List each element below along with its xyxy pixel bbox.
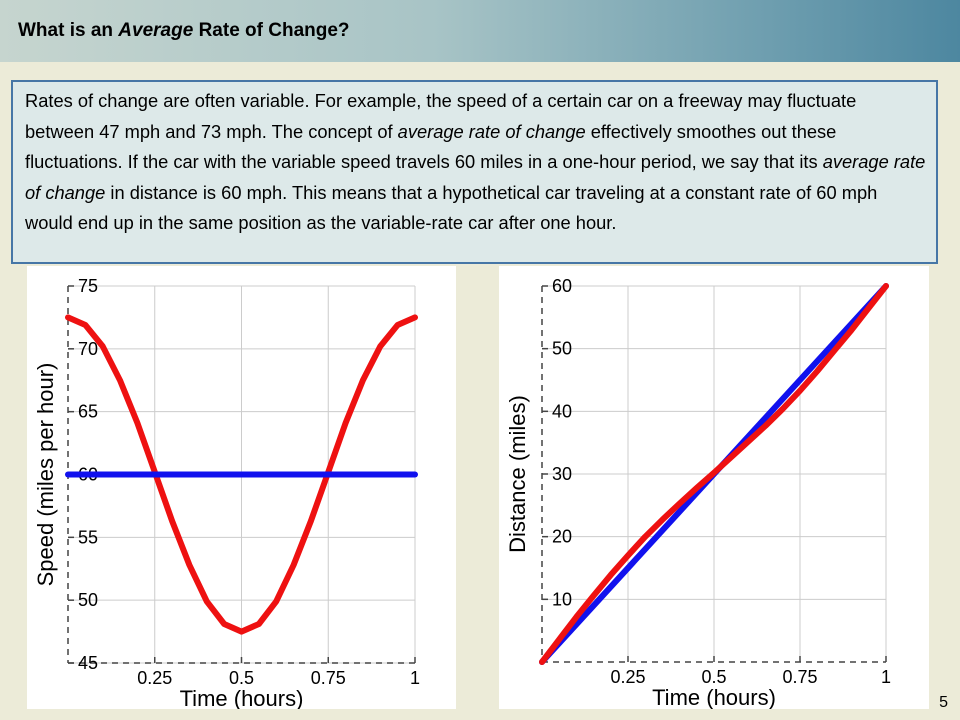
y-tick-label: 45 xyxy=(78,653,98,673)
x-tick-label: 0.75 xyxy=(782,667,817,687)
y-tick-label: 50 xyxy=(552,339,572,359)
y-tick-label: 30 xyxy=(552,464,572,484)
x-axis-label: Time (hours) xyxy=(652,685,776,709)
page-number: 5 xyxy=(939,694,948,711)
y-axis-label: Distance (miles) xyxy=(505,395,530,553)
y-axis-label: Speed (miles per hour) xyxy=(33,363,58,587)
y-tick-label: 20 xyxy=(552,527,572,547)
y-tick-label: 75 xyxy=(78,276,98,296)
y-tick-label: 10 xyxy=(552,589,572,609)
distance-chart: 10 20 30 40 50 60 0.25 0.5 0.75 1 Time (hours) Dist… xyxy=(505,276,891,709)
y-tick-label: 65 xyxy=(78,402,98,422)
x-tick-label: 0.5 xyxy=(701,667,726,687)
y-tick-label: 55 xyxy=(78,527,98,547)
emphasized-phrase: average rate of change xyxy=(397,120,586,142)
paragraph-text: in distance is 60 mph. This means that a… xyxy=(25,181,878,234)
y-tick-label: 60 xyxy=(552,276,572,296)
x-tick-label: 0.25 xyxy=(610,667,645,687)
y-tick-label: 50 xyxy=(78,590,98,610)
title-prefix: What is an xyxy=(18,20,119,41)
speed-chart-panel: 45 50 55 60 65 70 75 0.25 0.5 0.75 1 Time (hours) Sp… xyxy=(27,266,456,709)
y-tick-label: 70 xyxy=(78,339,98,359)
red-series-line xyxy=(539,283,889,665)
x-tick-label: 1 xyxy=(410,668,420,688)
paragraph-text: effectively smoothes out these fluctuati… xyxy=(25,120,837,173)
red-series-line xyxy=(65,314,418,635)
slide-title: What is an Average Rate of Change? xyxy=(18,20,350,42)
x-tick-label: 0.5 xyxy=(229,668,254,688)
x-axis-label: Time (hours) xyxy=(180,686,304,709)
x-tick-label: 0.25 xyxy=(137,668,172,688)
y-tick-label: 40 xyxy=(552,401,572,421)
distance-chart-panel: 10 20 30 40 50 60 0.25 0.5 0.75 1 Time (hours) Dist… xyxy=(499,266,929,709)
paragraph-text: Rates of change are often variable. For … xyxy=(25,90,857,142)
title-emphasis: Average xyxy=(118,20,194,41)
title-bar xyxy=(0,0,960,62)
x-tick-label: 1 xyxy=(881,667,891,687)
emphasized-phrase: average rate of change xyxy=(25,151,926,203)
x-tick-label: 0.75 xyxy=(311,668,346,688)
explanation-textbox: Rates of change are often variable. For … xyxy=(11,80,938,264)
title-suffix: Rate of Change? xyxy=(193,20,350,41)
